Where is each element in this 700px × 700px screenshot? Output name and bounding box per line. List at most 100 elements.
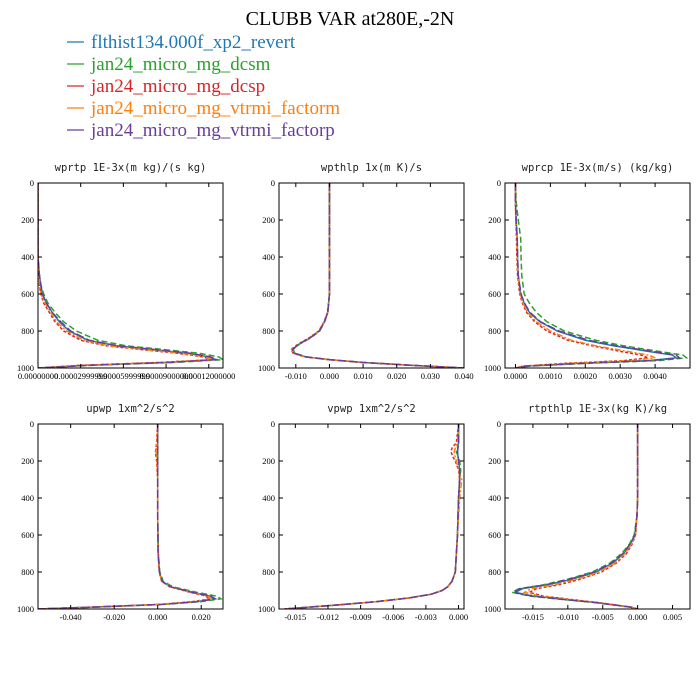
series-group xyxy=(509,424,639,609)
x-tick-label: 0.0030 xyxy=(609,371,632,381)
panel-title: upwp 1xm^2/s^2 xyxy=(86,403,175,415)
y-tick-label: 1000 xyxy=(17,363,34,373)
y-tick-label: 400 xyxy=(488,493,501,503)
x-tick-label: -0.040 xyxy=(60,612,82,622)
y-tick-label: 800 xyxy=(262,567,275,577)
x-tick-label: 0.005 xyxy=(663,612,682,622)
x-tick-label: 0.020 xyxy=(387,371,406,381)
y-tick-label: 600 xyxy=(21,289,34,299)
series-line xyxy=(38,183,223,368)
legend-entry: jan24_micro_mg_dcsp xyxy=(67,76,265,97)
x-tick-label: -0.012 xyxy=(317,612,339,622)
legend-label: jan24_micro_mg_vtrmi_factorp xyxy=(90,120,335,141)
x-tick-label: 0.030 xyxy=(421,371,440,381)
y-tick-label: 1000 xyxy=(258,604,275,614)
x-tick-label: 0.0040 xyxy=(643,371,666,381)
y-tick-label: 600 xyxy=(488,289,501,299)
x-tick-label: 0.040 xyxy=(454,371,473,381)
figure-title: CLUBB VAR at280E,-2N xyxy=(246,8,455,30)
x-tick-label: 0.000 xyxy=(320,371,339,381)
series-line xyxy=(284,424,463,609)
x-tick-label: -0.005 xyxy=(592,612,614,622)
y-tick-label: 0 xyxy=(30,419,34,429)
y-tick-label: 600 xyxy=(21,530,34,540)
legend-label: jan24_micro_mg_dcsp xyxy=(90,76,265,97)
y-tick-label: 200 xyxy=(488,456,501,466)
plot-frame xyxy=(504,182,691,369)
series-line xyxy=(290,183,464,368)
plot-frame xyxy=(504,423,691,610)
series-line xyxy=(511,424,639,609)
x-tick-label: 0.0000 xyxy=(504,371,527,381)
y-tick-label: 400 xyxy=(262,493,275,503)
series-line xyxy=(38,424,213,609)
legend: flthist134.000f_xp2_revertjan24_micro_mg… xyxy=(67,32,340,141)
x-tick-label: 0.000 xyxy=(148,612,167,622)
series-line xyxy=(514,183,689,368)
series-line xyxy=(38,183,212,368)
series-group xyxy=(284,424,463,609)
series-line xyxy=(38,424,223,609)
series-line xyxy=(514,183,649,368)
series-line xyxy=(38,183,218,368)
y-tick-label: 200 xyxy=(488,215,501,225)
y-tick-label: 0 xyxy=(497,178,501,188)
y-tick-label: 800 xyxy=(262,326,275,336)
legend-label: jan24_micro_mg_vtrmi_factorm xyxy=(90,98,340,119)
x-tick-label: -0.003 xyxy=(415,612,437,622)
panel: wprcp 1E-3x(m/s) (kg/kg) 0 200 400 600 800 100… xyxy=(484,162,691,381)
y-tick-label: 0 xyxy=(271,178,275,188)
series-line xyxy=(38,183,217,368)
series-line xyxy=(514,183,682,368)
x-tick-label: 0.020 xyxy=(192,612,211,622)
y-tick-label: 1000 xyxy=(484,363,501,373)
panel-title: wpthlp 1x(m K)/s xyxy=(321,162,422,174)
y-tick-label: 1000 xyxy=(484,604,501,614)
y-tick-label: 800 xyxy=(488,326,501,336)
x-tick-label: 0.000 xyxy=(449,612,468,622)
panel: vpwp 1xm^2/s^2 0 200 400 600 800 1000 -0.015 -0.… xyxy=(258,403,468,622)
x-tick-label: -0.010 xyxy=(285,371,307,381)
panel-title: wprcp 1E-3x(m/s) (kg/kg) xyxy=(522,162,674,174)
panel-title: wprtp 1E-3x(m kg)/(s kg) xyxy=(55,162,207,174)
series-line xyxy=(522,424,639,609)
y-tick-label: 400 xyxy=(488,252,501,262)
x-tick-label: -0.015 xyxy=(284,612,306,622)
panel: wprtp 1E-3x(m kg)/(s kg) 0 200 400 600 800 100… xyxy=(17,162,235,381)
y-tick-label: 800 xyxy=(21,567,34,577)
series-line xyxy=(38,424,217,609)
y-tick-label: 200 xyxy=(262,456,275,466)
x-tick-label: 0.0010 xyxy=(539,371,562,381)
panel: upwp 1xm^2/s^2 0 200 400 600 800 1000 -0.040 -0.… xyxy=(17,403,224,622)
x-tick-label: 0.00002999999 xyxy=(54,371,107,381)
series-line xyxy=(284,424,461,609)
series-group xyxy=(290,183,464,368)
series-line xyxy=(284,424,462,609)
series-line xyxy=(514,183,656,368)
legend-label: jan24_micro_mg_dcsm xyxy=(90,54,271,75)
series-line xyxy=(38,424,215,609)
y-tick-label: 800 xyxy=(488,567,501,577)
series-line xyxy=(292,183,464,368)
x-tick-label: 0.00005999999 xyxy=(97,371,150,381)
panel-title: rtpthlp 1E-3x(kg K)/kg xyxy=(528,403,667,415)
x-tick-label: 0.0020 xyxy=(574,371,597,381)
y-tick-label: 1000 xyxy=(17,604,34,614)
panel: rtpthlp 1E-3x(kg K)/kg 0 200 400 600 800 1000 -… xyxy=(484,403,691,622)
plot-frame xyxy=(37,423,224,610)
x-tick-label: 0.00012000000 xyxy=(182,371,235,381)
plot-frame xyxy=(278,423,465,610)
x-tick-label: -0.006 xyxy=(382,612,404,622)
y-tick-label: 200 xyxy=(262,215,275,225)
y-tick-label: 400 xyxy=(21,252,34,262)
series-line xyxy=(284,424,461,609)
y-tick-label: 800 xyxy=(21,326,34,336)
plot-frame xyxy=(37,182,224,369)
x-tick-label: -0.020 xyxy=(103,612,125,622)
x-tick-label: 0.010 xyxy=(354,371,373,381)
y-tick-label: 600 xyxy=(262,530,275,540)
series-line xyxy=(38,183,214,368)
legend-label: flthist134.000f_xp2_revert xyxy=(91,32,296,53)
series-line xyxy=(527,424,639,609)
